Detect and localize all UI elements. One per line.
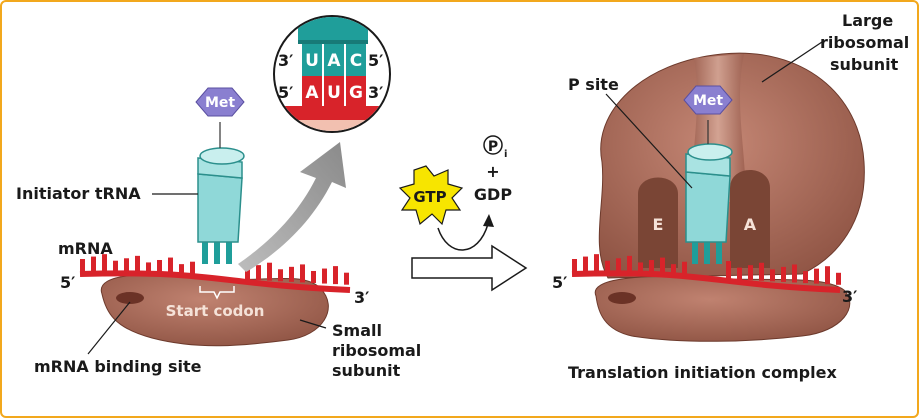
initiator-trna-label: Initiator tRNA <box>16 184 141 203</box>
mrna-nucleotide <box>616 258 621 274</box>
mrna-label: mRNA <box>58 239 113 258</box>
e-site-label: E <box>653 215 664 234</box>
process-arrow <box>411 244 528 292</box>
mrna-nucleotide <box>333 266 338 285</box>
mrna-nucleotide <box>825 266 830 285</box>
inset-bottom-left-prime: 5′ <box>278 83 293 102</box>
codon-base-3: G <box>349 83 363 103</box>
inset-top-left-prime: 3′ <box>278 51 293 70</box>
met-hexagon-right <box>683 85 733 115</box>
mrna-nucleotide <box>649 260 654 276</box>
mrna-nucleotide <box>245 267 250 280</box>
three-prime-left: 3′ <box>354 288 369 307</box>
anticodon-base-2: A <box>327 51 341 71</box>
mrna-nucleotide <box>300 264 305 283</box>
mrna-nucleotide <box>770 269 775 282</box>
mrna-nucleotide <box>605 260 610 273</box>
mrna-nucleotide <box>792 264 797 283</box>
e-site-shape <box>638 177 678 268</box>
trna-right-shape <box>685 120 733 264</box>
mrna-nucleotide <box>748 265 753 281</box>
mrna-nucleotide <box>135 255 140 274</box>
pi-label: P <box>488 139 498 155</box>
mrna-nucleotide <box>737 267 742 280</box>
large-subunit-label-1: Large <box>842 11 893 30</box>
mrna-nucleotide <box>781 266 786 282</box>
mrna-nucleotide <box>682 261 687 277</box>
mrna-nucleotide <box>113 260 118 273</box>
mrna-nucleotide <box>190 261 195 277</box>
large-subunit-label-2: ribosomal <box>820 33 909 52</box>
mrna-nucleotide <box>256 265 261 281</box>
pi-subscript: i <box>504 149 507 160</box>
three-prime-right: 3′ <box>842 287 857 306</box>
gdp-label: GDP <box>474 185 512 204</box>
mrna-strand-right <box>571 254 841 293</box>
small-subunit-label-2: ribosomal <box>332 341 421 360</box>
mrna-nucleotide <box>80 259 85 271</box>
five-prime-right: 5′ <box>552 273 567 292</box>
codon-base-1: A <box>305 83 319 103</box>
mrna-nucleotide <box>814 268 819 284</box>
mrna-nucleotide <box>267 262 272 281</box>
translation-complex-caption: Translation initiation complex <box>568 363 837 382</box>
gtp-label: GTP <box>413 188 446 206</box>
mrna-nucleotide <box>594 254 599 273</box>
mrna-nucleotide <box>671 264 676 277</box>
mrna-binding-site-shape <box>116 292 144 304</box>
plus-label: + <box>486 162 499 181</box>
p-site-label: P site <box>568 75 619 94</box>
mrna-nucleotide <box>726 261 731 280</box>
mrna-nucleotide <box>660 257 665 276</box>
anticodon-base-3: C <box>350 51 362 71</box>
small-subunit-label-1: Small <box>332 321 382 340</box>
mrna-binding-site-label: mRNA binding site <box>34 357 202 376</box>
mrna-nucleotide <box>124 258 129 274</box>
mrna-nucleotide <box>157 259 162 275</box>
mrna-nucleotide <box>311 270 316 283</box>
mrna-nucleotide <box>289 266 294 282</box>
mrna-nucleotide <box>179 264 184 277</box>
start-codon-label: Start codon <box>166 302 265 320</box>
five-prime-left: 5′ <box>60 273 75 292</box>
mrna-backbone <box>79 270 351 293</box>
mrna-nucleotide <box>344 272 349 285</box>
anticodon-base-1: U <box>305 51 319 71</box>
mrna-strand-left <box>79 254 351 293</box>
initiator-trna-shape <box>197 122 245 264</box>
mrna-nucleotide <box>278 269 283 282</box>
mrna-nucleotide <box>803 271 808 284</box>
met-label-right: Met <box>693 93 723 109</box>
mrna-nucleotide <box>572 259 577 271</box>
mrna-nucleotide <box>583 256 588 272</box>
mrna-nucleotide <box>146 262 151 275</box>
codon-anticodon-inset <box>273 15 391 133</box>
a-site-shape <box>730 170 770 268</box>
mrna-nucleotide <box>759 262 764 281</box>
inset-top-right-prime: 5′ <box>368 51 383 70</box>
zoom-arrow <box>238 142 346 272</box>
inset-bottom-right-prime: 3′ <box>368 83 383 102</box>
mrna-nucleotide <box>91 256 96 272</box>
large-subunit-label-3: subunit <box>830 55 899 74</box>
codon-base-2: U <box>327 83 341 103</box>
mrna-nucleotide <box>102 254 107 273</box>
met-hexagon-left <box>195 87 245 117</box>
mrna-nucleotide <box>168 257 173 276</box>
reaction-curve-arrow <box>437 223 489 251</box>
gtp-starburst <box>398 165 464 226</box>
mrna-nucleotide <box>638 262 643 275</box>
mrna-backbone <box>571 270 841 293</box>
a-site-label: A <box>744 215 757 234</box>
met-label-left: Met <box>205 95 235 111</box>
small-subunit-label-3: subunit <box>332 361 401 380</box>
mrna-nucleotide <box>627 255 632 274</box>
mrna-nucleotide <box>836 272 841 285</box>
mrna-nucleotide <box>322 268 327 284</box>
